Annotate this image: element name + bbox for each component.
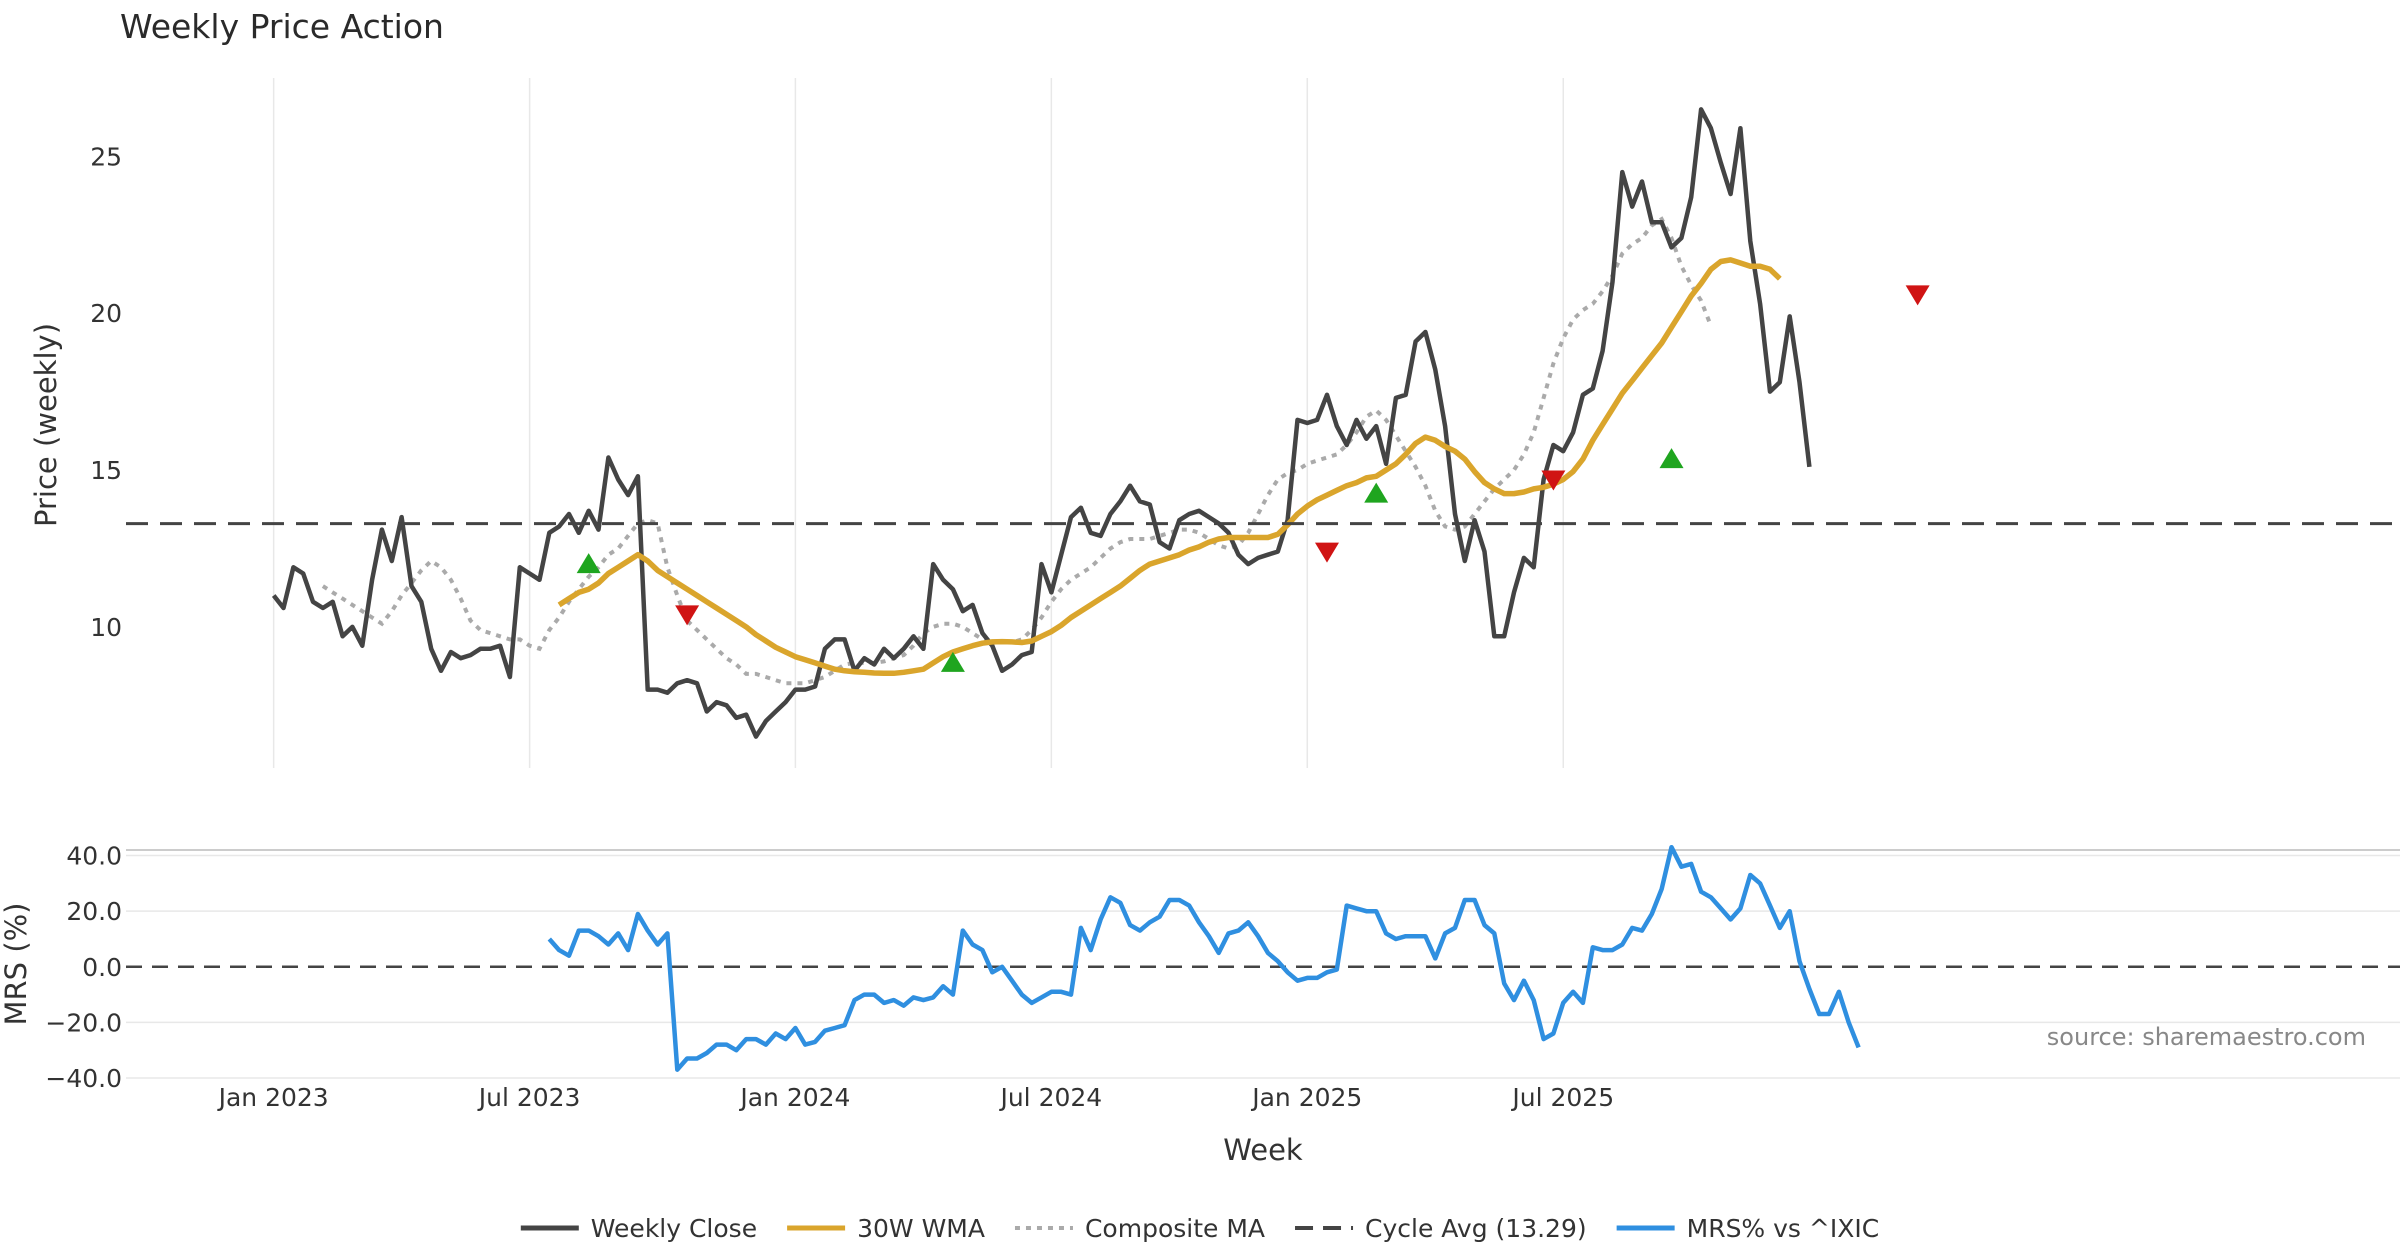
- legend-label: Composite MA: [1085, 1214, 1265, 1243]
- buy-signal-marker: [576, 553, 601, 574]
- price-series: [126, 107, 2400, 739]
- signal-markers: [576, 285, 1930, 672]
- mrs-panel-grid: [126, 854, 2400, 1079]
- x-tick-label: Jul 2025: [1510, 1083, 1614, 1112]
- legend-label: MRS% vs ^IXIC: [1687, 1214, 1880, 1243]
- x-tick-label: Jul 2024: [998, 1083, 1102, 1112]
- legend-item: MRS% vs ^IXIC: [1616, 1214, 1880, 1243]
- mrs-y-tick-label: 20.0: [66, 897, 122, 926]
- weekly-close-line: [271, 107, 1812, 739]
- composite-ma-line: [321, 216, 1713, 686]
- mrs-y-tick-label: −40.0: [45, 1064, 122, 1093]
- legend-item: Weekly Close: [520, 1214, 757, 1243]
- mrs-y-ticks: 40.0 20.0 0.0 −20.0 −40.0: [45, 842, 122, 1093]
- x-tick-label: Jan 2024: [738, 1083, 850, 1112]
- price-panel-grid: [272, 78, 1564, 768]
- legend-item: 30W WMA: [787, 1214, 985, 1243]
- buy-signal-marker: [1659, 448, 1684, 469]
- x-tick-label: Jan 2025: [1250, 1083, 1362, 1112]
- price-y-ticks: 10 15 20 25: [90, 142, 122, 641]
- mrs-y-tick-label: 40.0: [66, 842, 122, 871]
- x-axis-label: Week: [1223, 1133, 1303, 1167]
- mrs-line: [547, 844, 1861, 1072]
- price-y-tick-label: 15: [90, 456, 122, 485]
- buy-signal-marker: [1364, 482, 1389, 503]
- legend-item: Cycle Avg (13.29): [1295, 1214, 1587, 1243]
- source-credit: source: sharemaestro.com: [2047, 1023, 2366, 1051]
- price-y-axis-label: Price (weekly): [29, 323, 63, 527]
- mrs-series: [126, 844, 2400, 1072]
- mrs-y-tick-label: −20.0: [45, 1008, 122, 1037]
- x-tick-label: Jan 2023: [217, 1083, 329, 1112]
- sell-signal-marker: [1541, 470, 1566, 491]
- price-y-tick-label: 20: [90, 299, 122, 328]
- sell-signal-marker: [675, 605, 700, 626]
- x-tick-label: Jul 2023: [477, 1083, 581, 1112]
- price-y-tick-label: 25: [90, 142, 122, 171]
- legend-label: 30W WMA: [857, 1214, 985, 1243]
- x-ticks: Jan 2023 Jul 2023 Jan 2024 Jul 2024 Jan 2025…: [217, 1083, 1615, 1112]
- sell-signal-marker: [1905, 285, 1930, 306]
- chart-title: Weekly Price Action: [120, 7, 444, 46]
- legend-label: Cycle Avg (13.29): [1365, 1214, 1587, 1243]
- buy-signal-marker: [940, 651, 965, 672]
- mrs-y-axis-label: MRS (%): [0, 903, 33, 1026]
- legend-label: Weekly Close: [591, 1214, 757, 1243]
- wma-30w-line: [557, 257, 1782, 677]
- mrs-y-tick-label: 0.0: [82, 953, 122, 982]
- legend-item: Composite MA: [1014, 1214, 1265, 1243]
- price-y-tick-label: 10: [90, 613, 122, 642]
- sell-signal-marker: [1314, 542, 1339, 563]
- legend: Weekly Close 30W WMA Composite MA Cycle Avg…: [520, 1214, 1880, 1243]
